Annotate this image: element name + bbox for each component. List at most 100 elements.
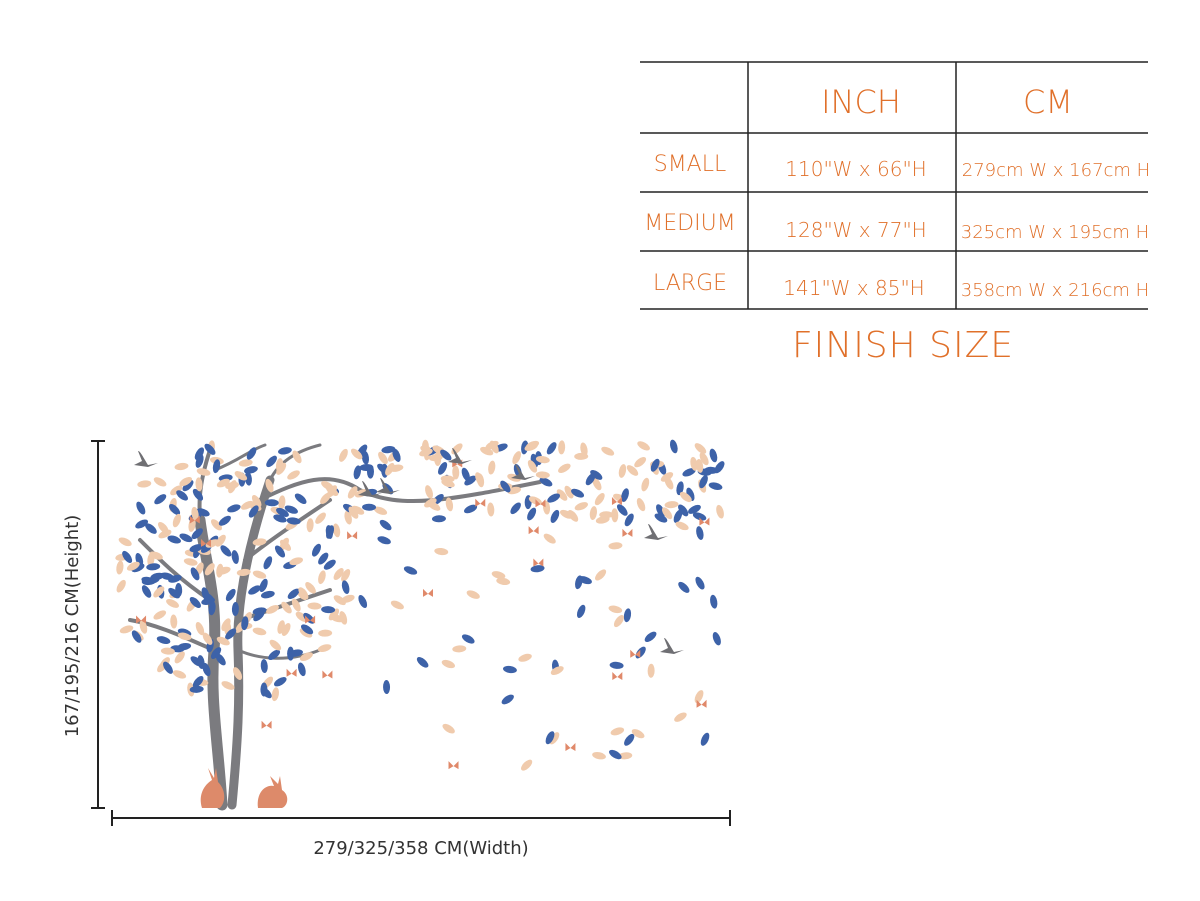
leaf [636, 498, 646, 512]
leaf [403, 566, 418, 575]
leaf [452, 465, 460, 480]
butterfly [305, 615, 316, 624]
leaf [654, 513, 668, 523]
butterfly [565, 743, 576, 752]
leaf [613, 615, 624, 628]
leaf [266, 455, 277, 468]
branch [268, 443, 322, 482]
leaf [708, 482, 723, 490]
leaf [225, 588, 236, 602]
leaf [264, 499, 279, 507]
leaf [141, 585, 152, 598]
leaf [265, 478, 274, 493]
leaf [341, 594, 355, 603]
butterfly [286, 668, 297, 677]
bird [134, 451, 158, 467]
leaf [440, 449, 452, 461]
leaf [279, 537, 289, 551]
leaf [183, 558, 198, 566]
leaf [634, 457, 647, 468]
branch [138, 538, 212, 602]
leaf [571, 488, 585, 498]
leaf [660, 472, 674, 482]
leaf [716, 504, 724, 519]
leaf [306, 518, 314, 533]
leaf [595, 569, 607, 581]
leaf [434, 452, 442, 467]
leaf [362, 503, 377, 511]
butterfly [189, 515, 200, 524]
leaf [191, 528, 203, 540]
leaf [321, 606, 336, 614]
leaf [201, 587, 210, 601]
leaf [204, 443, 216, 455]
leaf [318, 552, 329, 565]
leaf [510, 502, 521, 515]
leaf [307, 602, 322, 610]
leaf [688, 504, 701, 514]
leaf [592, 751, 606, 760]
leaf [228, 480, 237, 494]
leaf [617, 504, 628, 516]
leaf [377, 536, 391, 545]
leaf [153, 586, 165, 598]
leaf [580, 442, 588, 457]
butterfly [622, 528, 633, 537]
leaf [624, 733, 635, 746]
leaf [383, 680, 391, 695]
leaf [491, 571, 506, 579]
leaf [556, 489, 568, 501]
leaf [295, 611, 308, 623]
leaf [292, 450, 302, 464]
leaf [195, 477, 203, 492]
leaf [122, 550, 133, 564]
leaf [623, 608, 632, 623]
leaf [271, 687, 280, 702]
leaf [218, 515, 231, 526]
leaf [618, 464, 627, 478]
leaf [179, 533, 193, 543]
tree [128, 443, 542, 811]
leaf [244, 471, 252, 486]
leaf [434, 547, 449, 556]
leaf [216, 636, 230, 646]
leaf [543, 533, 556, 544]
leaf [266, 604, 279, 614]
leaf [635, 646, 646, 659]
butterfly [200, 538, 211, 547]
leaf [512, 451, 522, 465]
leaf [576, 604, 586, 618]
leaf [172, 670, 187, 679]
leaf [170, 485, 183, 496]
leaf [321, 480, 334, 491]
cell: 110"W x 66"H [785, 157, 926, 181]
width-label: 279/325/358 CM(Width) [313, 838, 528, 859]
leaf [341, 580, 350, 595]
leaf [305, 582, 316, 594]
leaf [225, 628, 237, 640]
leaf [441, 659, 456, 669]
leaf [190, 656, 203, 667]
leaf [300, 624, 314, 635]
leaf [318, 629, 333, 637]
leaf [150, 572, 165, 581]
leaf [373, 506, 388, 515]
leaf [699, 452, 709, 466]
butterfly [475, 498, 486, 507]
leaf [276, 462, 287, 475]
leaf [709, 448, 718, 463]
leaf [425, 485, 434, 499]
leaf [424, 498, 437, 508]
bird [660, 638, 684, 654]
leaf [488, 460, 496, 475]
rabbit [257, 776, 288, 808]
leaf [170, 614, 178, 629]
cell: 128"W x 77"H [785, 218, 926, 242]
leaf [202, 632, 213, 645]
leaf [714, 461, 725, 474]
leaf [624, 513, 634, 527]
branch [213, 443, 267, 472]
leaf [231, 602, 239, 617]
leaf [461, 467, 470, 482]
leaf [348, 506, 359, 519]
